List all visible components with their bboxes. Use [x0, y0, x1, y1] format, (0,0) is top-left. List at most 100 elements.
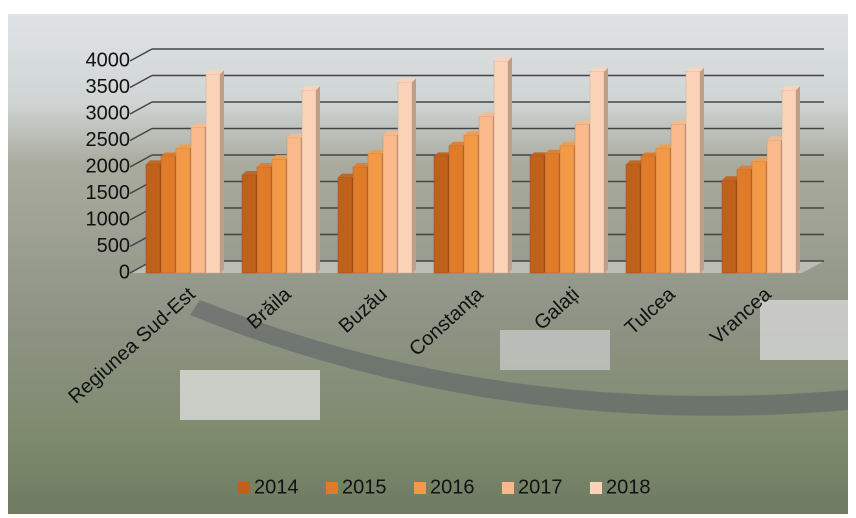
bar: [367, 153, 383, 274]
bar-side: [700, 67, 704, 273]
bar-top: [272, 155, 290, 160]
bar: [766, 140, 782, 274]
building: [180, 370, 320, 420]
bar: [625, 164, 641, 274]
bar-top: [560, 141, 578, 146]
bar: [463, 134, 479, 274]
bar-top: [722, 176, 740, 181]
bar: [559, 145, 575, 274]
bar: [781, 89, 797, 274]
legend-label: 2018: [606, 476, 651, 498]
bar-top: [590, 67, 608, 72]
bar: [448, 145, 464, 274]
bar-top: [656, 144, 674, 149]
bar: [337, 177, 353, 274]
bar: [685, 71, 701, 274]
bar: [655, 148, 671, 274]
road: [190, 300, 848, 416]
legend-swatch: [326, 482, 338, 494]
bar: [256, 166, 272, 274]
bar-side: [796, 86, 800, 274]
bar-side: [316, 86, 320, 274]
y-tick-label: 0: [119, 261, 130, 283]
y-tick-label: 500: [97, 235, 130, 257]
bar: [493, 60, 509, 274]
legend-swatch: [502, 482, 514, 494]
bar: [190, 127, 206, 274]
bar: [574, 124, 590, 274]
bar: [205, 74, 221, 274]
bar-top: [641, 152, 659, 157]
bar: [397, 81, 413, 274]
bar: [382, 134, 398, 274]
grid-line: [129, 74, 153, 89]
bar-top: [626, 160, 644, 165]
bar-top: [353, 163, 371, 167]
bar-top: [752, 157, 770, 162]
legend-swatch: [238, 482, 250, 494]
legend-swatch: [414, 482, 426, 494]
bar-top: [494, 57, 512, 61]
legend-label: 2017: [518, 476, 563, 498]
bar: [529, 156, 545, 274]
bar-top: [545, 149, 563, 154]
bar: [640, 156, 656, 274]
bar-side: [604, 67, 608, 273]
bar-top: [449, 141, 467, 146]
bar-top: [257, 163, 275, 167]
bar-top: [146, 160, 164, 165]
y-tick-label: 4000: [86, 49, 131, 71]
bar: [721, 180, 737, 274]
bar: [589, 71, 605, 274]
bar: [175, 148, 191, 274]
legend-swatch: [590, 482, 602, 494]
bar-top: [464, 131, 482, 136]
bar-top: [479, 112, 497, 117]
y-tick-label: 2000: [86, 155, 131, 177]
bar-top: [575, 120, 593, 125]
bar-top: [398, 78, 416, 83]
bar-top: [191, 123, 209, 128]
grid-line: [129, 154, 153, 168]
bar: [271, 158, 287, 274]
bar: [286, 137, 302, 274]
bar-side: [508, 57, 512, 273]
bar: [751, 161, 767, 274]
bar: [241, 174, 257, 274]
y-tick-label: 1500: [86, 182, 131, 204]
bar-top: [338, 173, 356, 178]
bar: [736, 169, 752, 274]
bar: [433, 156, 449, 274]
bar-top: [176, 144, 194, 149]
bar-top: [368, 149, 386, 154]
bar-top: [434, 152, 452, 157]
bar-top: [530, 152, 548, 157]
legend-label: 2014: [254, 476, 299, 498]
building: [760, 300, 848, 360]
bar-top: [302, 86, 320, 91]
bar-top: [206, 70, 224, 75]
legend-label: 2015: [342, 476, 387, 498]
y-tick-label: 1000: [86, 208, 131, 230]
bar: [352, 166, 368, 274]
bar-side: [220, 70, 224, 273]
bar: [301, 89, 317, 274]
grid-line: [129, 48, 153, 62]
grid-line: [129, 101, 153, 115]
y-tick-label: 3000: [86, 102, 131, 124]
bar-top: [242, 170, 260, 175]
bar-top: [686, 67, 704, 72]
y-tick-label: 2500: [86, 129, 131, 151]
bar-top: [782, 86, 800, 91]
bar-top: [161, 152, 179, 157]
bar: [145, 164, 161, 274]
bar: [670, 124, 686, 274]
bar-side: [412, 78, 416, 273]
bar: [544, 153, 560, 274]
bar: [478, 116, 494, 274]
bar-top: [383, 131, 401, 136]
bar-top: [767, 136, 785, 141]
y-tick-label: 3500: [86, 76, 131, 98]
grid-line: [129, 127, 153, 142]
